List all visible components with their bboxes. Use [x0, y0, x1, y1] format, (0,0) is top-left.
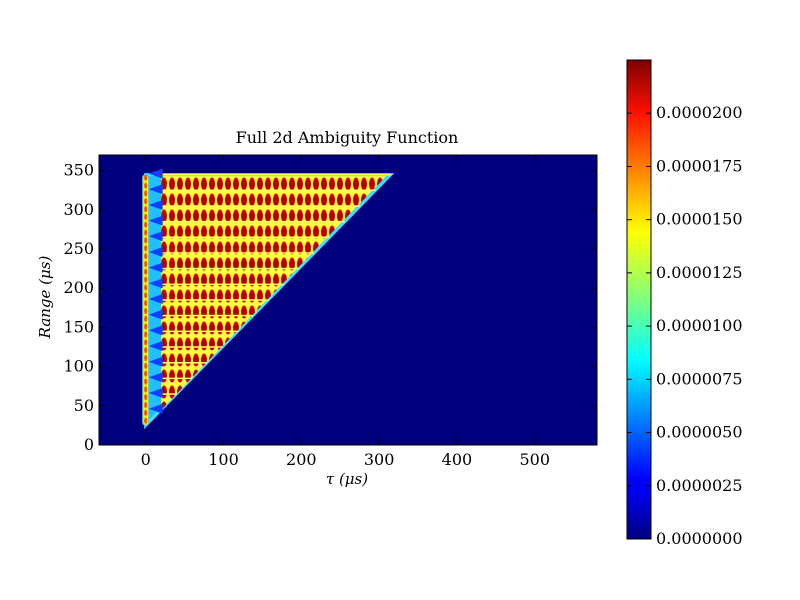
y-tick-label: 350 — [63, 161, 94, 180]
region-stripe-dot — [144, 339, 148, 346]
colorbar-tick-label: 0.0000150 — [656, 210, 743, 229]
region-stripe-dot — [144, 402, 148, 409]
region-stripe-dot — [144, 370, 148, 377]
colorbar-tick-label: 0.0000200 — [656, 103, 743, 122]
region-stripe-dot — [144, 190, 148, 197]
region-stripe-dot — [144, 409, 148, 416]
colorbar-tick-label: 0.0000100 — [656, 316, 743, 335]
region-stripe-dot — [144, 417, 148, 424]
region-stripe-dot — [144, 229, 148, 236]
region-stripe-dot — [144, 292, 148, 299]
region-vertical-stripe — [142, 174, 150, 426]
region-notch — [148, 231, 163, 242]
x-axis-label: τ (μs) — [326, 470, 368, 488]
region-stripe-dot — [144, 284, 148, 291]
chart-title: Full 2d Ambiguity Function — [236, 128, 459, 147]
region-notch — [148, 199, 163, 210]
x-tick-label: 500 — [519, 450, 550, 469]
y-axis: 0 50 100 150 200 250 300 350 — [63, 161, 597, 454]
x-tick-label: 400 — [442, 450, 473, 469]
region-stripe-dot — [144, 394, 148, 401]
region-notch — [148, 246, 163, 257]
y-tick-label: 100 — [63, 357, 94, 376]
colorbar-tick-label: 0.0000000 — [656, 529, 743, 548]
y-axis-label: Range (μs) — [36, 256, 54, 340]
region-notch — [148, 309, 163, 320]
region-stripe-dot — [144, 174, 148, 181]
region-notch — [148, 388, 163, 399]
region-stripe-dot — [144, 182, 148, 189]
x-tick-label: 300 — [364, 450, 395, 469]
region-stripe-dot — [144, 198, 148, 205]
region-notch — [148, 215, 163, 226]
y-tick-label: 50 — [74, 396, 94, 415]
region-notch — [148, 356, 163, 367]
region-stripe-dot — [144, 276, 148, 283]
region-stripe-dot — [144, 221, 148, 228]
region-stripe-dot — [144, 307, 148, 314]
region-stripe-dot — [144, 245, 148, 252]
y-tick-label: 200 — [63, 278, 94, 297]
region-stripe-dot — [144, 355, 148, 361]
region-notch — [148, 372, 163, 383]
region-notch — [148, 325, 163, 336]
region-stripe-dot — [144, 268, 148, 275]
colorbar-tick-label: 0.0000025 — [656, 476, 743, 495]
plot-frame — [98, 154, 598, 446]
region-stripe-dot — [144, 300, 148, 307]
region-stripe-dot — [144, 331, 148, 338]
region-notch — [148, 341, 163, 352]
region-stripe-dot — [144, 260, 148, 267]
y-tick-label: 300 — [63, 200, 94, 219]
x-tick-label: 200 — [286, 450, 317, 469]
region-notch — [148, 403, 163, 414]
region-stripe-dot — [144, 206, 148, 213]
y-tick-label: 0 — [84, 435, 94, 454]
x-tick-label: 0 — [141, 450, 151, 469]
region-stripe-dot — [144, 213, 148, 220]
region-notch — [148, 294, 163, 304]
region-stripe-dot — [144, 323, 148, 330]
colorbar: 0.0000000 0.0000025 0.0000050 0.0000075 0.00… — [626, 59, 743, 548]
region-stripe-dot — [144, 253, 148, 260]
plot-area — [98, 154, 598, 446]
region-stripe-dot — [144, 315, 148, 322]
colorbar-tick-label: 0.0000175 — [656, 156, 743, 175]
x-axis: 0 100 200 300 400 500 — [141, 155, 550, 469]
region-notch — [148, 278, 163, 289]
colorbar-gradient — [626, 59, 652, 540]
region-notch — [148, 262, 163, 273]
colorbar-tick-label: 0.0000050 — [656, 423, 743, 442]
region-stripe-dot — [144, 386, 148, 393]
region-body — [161, 176, 387, 410]
region-notch — [148, 168, 163, 179]
y-tick-label: 250 — [63, 239, 94, 258]
colorbar-tick-label: 0.0000125 — [656, 263, 743, 282]
region-notch — [148, 184, 163, 195]
x-tick-label: 100 — [208, 450, 239, 469]
region-stripe-dot — [144, 362, 148, 369]
region-stripe-dot — [144, 378, 148, 385]
region-stripe-dot — [144, 237, 148, 244]
region-stripe-dot — [144, 347, 148, 354]
y-tick-label: 150 — [63, 317, 94, 336]
colorbar-tick-label: 0.0000075 — [656, 369, 743, 388]
